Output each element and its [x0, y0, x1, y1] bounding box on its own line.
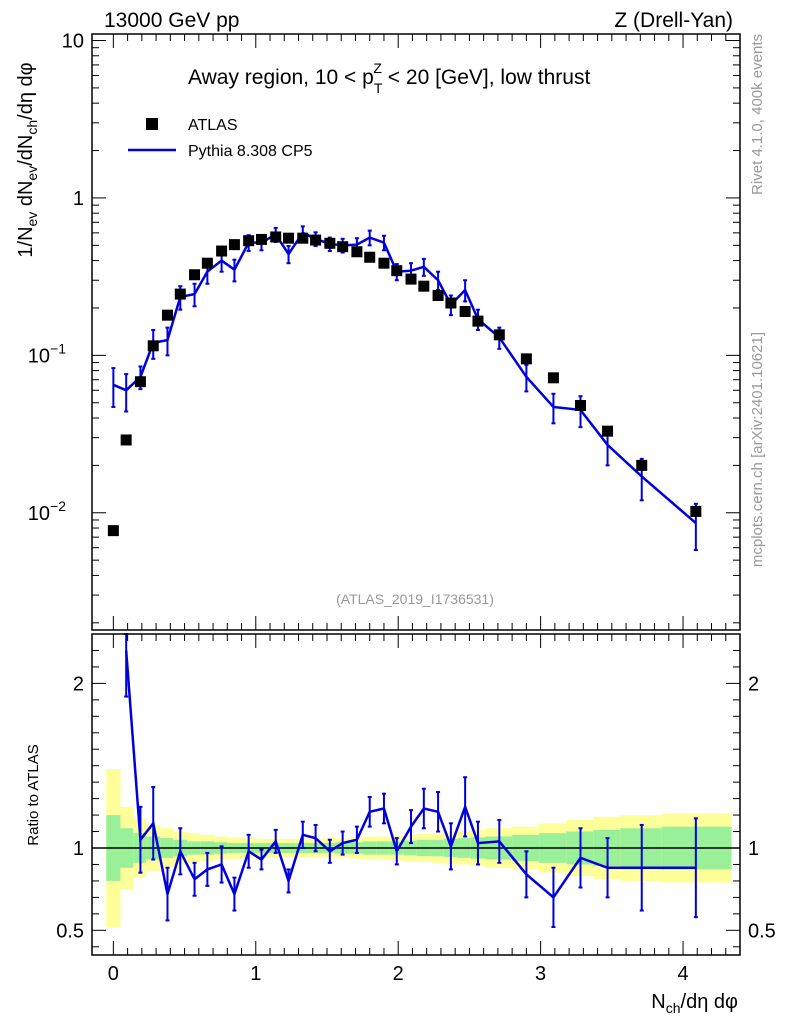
- atlas-data-point: [120, 434, 132, 446]
- main-y-tick-label: 1: [73, 188, 84, 210]
- ratio-panel-frame: 0.5 0.5 1 1 2 2 0 1 2 3 4: [56, 633, 776, 985]
- x-axis-label: Nch/dη dφ: [651, 991, 738, 1016]
- atlas-data-point: [574, 400, 586, 412]
- ratio-y-tick-label-left: 1: [73, 838, 84, 860]
- atlas-data-point: [445, 297, 457, 309]
- ratio-y-tick-label-right: 0.5: [748, 920, 776, 942]
- ratio-y-tick-label-left: 2: [73, 673, 84, 695]
- header-energy: 13000 GeV pp: [104, 9, 239, 32]
- atlas-data-point: [228, 239, 240, 251]
- atlas-data-point: [134, 376, 146, 388]
- main-panel: [107, 225, 702, 552]
- main-frame-box: [91, 33, 741, 631]
- atlas-data-point: [189, 269, 201, 281]
- x-tick-label: 2: [393, 963, 404, 985]
- ratio-y-tick-label-right: 2: [748, 673, 759, 695]
- ratio-y-axis-label: Ratio to ATLAS: [25, 744, 42, 845]
- x-tick-label: 4: [677, 963, 688, 985]
- legend-pythia-label: Pythia 8.308 CP5: [188, 143, 313, 160]
- atlas-data-point: [432, 289, 444, 301]
- atlas-data-point: [459, 305, 471, 317]
- header-process: Z (Drell-Yan): [614, 9, 733, 32]
- x-tick-label: 1: [250, 963, 261, 985]
- atlas-data-point: [493, 329, 505, 341]
- atlas-data-point: [378, 257, 390, 269]
- atlas-data-point: [147, 340, 159, 352]
- x-tick-label: 3: [535, 963, 546, 985]
- atlas-data-point: [547, 372, 559, 384]
- ratio-panel: [92, 633, 740, 929]
- legend-atlas-label: ATLAS: [188, 117, 238, 134]
- atlas-data-point: [297, 232, 309, 244]
- atlas-data-point: [351, 246, 363, 258]
- main-y-tick-label: 10−1: [28, 340, 66, 367]
- side-rivet-info: Rivet 4.1.0, 400k events: [749, 34, 766, 195]
- atlas-data-point: [418, 280, 430, 292]
- atlas-data-point: [107, 525, 119, 537]
- atlas-data-point: [391, 265, 403, 277]
- mc-line: [112, 231, 697, 525]
- x-tick-label: 0: [108, 963, 119, 985]
- atlas-data-point: [337, 241, 349, 253]
- atlas-data-point: [283, 232, 295, 244]
- atlas-data-point: [324, 237, 336, 249]
- atlas-data-point: [161, 309, 173, 321]
- atlas-data-point: [602, 425, 614, 437]
- atlas-data-point: [690, 505, 702, 517]
- atlas-data-point: [270, 231, 282, 243]
- atlas-data-point: [636, 459, 648, 471]
- main-panel-frame: 10−2 10−1 1 10: [28, 31, 741, 631]
- atlas-data-point: [520, 353, 532, 365]
- atlas-data-point: [472, 315, 484, 327]
- atlas-data-point: [310, 234, 322, 246]
- atlas-data-point: [405, 273, 417, 285]
- main-y-tick-label: 10−2: [28, 498, 66, 525]
- atlas-data-point: [255, 233, 267, 245]
- atlas-data-point: [216, 245, 228, 257]
- ratio-y-tick-label-left: 0.5: [56, 920, 84, 942]
- legend-atlas-marker: [146, 118, 158, 130]
- ratio-frame-box: [91, 633, 741, 956]
- main-y-axis-label: 1/Nev dNev/dNch/dη dφ: [15, 62, 40, 257]
- atlas-data-point: [201, 257, 213, 269]
- atlas-data-point: [243, 235, 255, 247]
- atlas-data-point: [174, 288, 186, 300]
- analysis-id: (ATLAS_2019_I1736531): [336, 591, 494, 607]
- ratio-line: [124, 650, 696, 900]
- main-y-tick-label: 10: [62, 31, 84, 53]
- ratio-y-tick-label-right: 1: [748, 838, 759, 860]
- side-source-info: mcplots.cern.ch [arXiv:2401.10621]: [749, 332, 766, 567]
- plot-title: Away region, 10 < pTZ < 20 [GeV], low th…: [188, 60, 590, 96]
- atlas-data-point: [364, 251, 376, 263]
